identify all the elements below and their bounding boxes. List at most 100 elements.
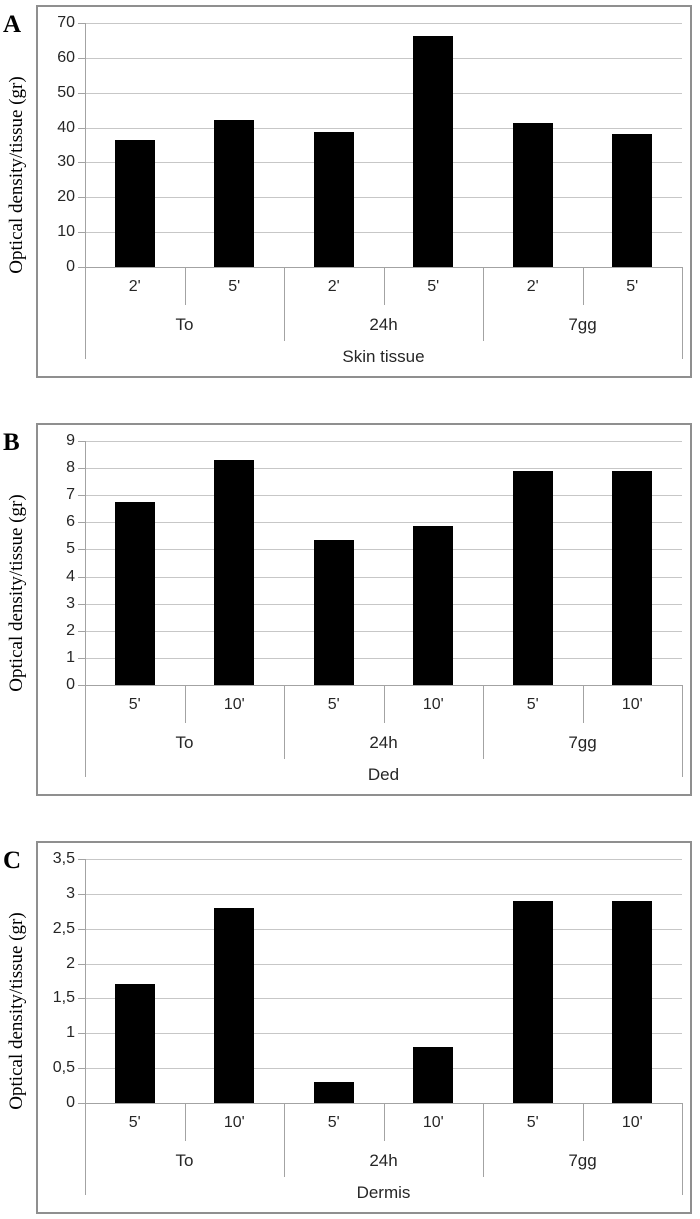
y-tick-label: 7 [66, 486, 75, 504]
y-tick-label: 0,5 [52, 1059, 75, 1077]
category-label: 10' [621, 696, 643, 713]
gridline [85, 92, 682, 94]
y-axis-tick-mark [78, 23, 85, 24]
group-label: 24h [369, 1151, 398, 1170]
bar [214, 459, 255, 685]
chart-frame-c: 3,5 3 2,5 2 1,5 1 0,5 0 5' 10' To 5' 10' 24h 5' 10' 7gg D… [36, 841, 692, 1214]
bar [313, 539, 354, 685]
y-axis-tick-mark [78, 630, 85, 632]
major-category-separator [284, 1103, 285, 1177]
x-axis-label: Skin tissue [342, 347, 425, 366]
category-label: 5' [128, 696, 141, 713]
y-tick-label: 0 [66, 676, 75, 693]
category-label: 10' [621, 1114, 643, 1131]
gridline [85, 576, 682, 578]
y-tick-label: 5 [66, 540, 75, 558]
gridline [85, 127, 682, 129]
bar [612, 470, 653, 685]
group-label: To [175, 733, 194, 752]
bar [413, 1047, 454, 1103]
category-boundary-line [682, 1103, 683, 1195]
category-label: 2' [128, 278, 141, 295]
group-label: 7gg [568, 315, 597, 334]
category-label: 5' [327, 696, 340, 713]
y-tick-label: 1 [66, 648, 75, 666]
gridline [85, 441, 682, 442]
category-label: 5' [228, 278, 241, 295]
major-category-separator [483, 685, 484, 759]
category-label: 10' [223, 696, 245, 713]
y-tick-label: 3,5 [52, 850, 75, 867]
minor-category-separator [383, 267, 385, 305]
y-axis-tick-mark [78, 1068, 85, 1070]
category-label: 5' [327, 1114, 340, 1131]
gridline [85, 522, 682, 524]
y-tick-label: 2 [66, 954, 75, 972]
y-tick-label: 8 [66, 459, 75, 477]
y-tick-label: 60 [57, 48, 75, 66]
gridline [85, 963, 682, 965]
y-axis-line [85, 23, 86, 359]
minor-category-separator [582, 1103, 584, 1141]
gridline [85, 603, 682, 605]
panel-letter: C [3, 847, 22, 874]
group-label: 24h [369, 733, 398, 752]
bar [214, 907, 255, 1103]
gridline [85, 928, 682, 930]
bar [114, 984, 155, 1103]
minor-category-separator [383, 685, 385, 723]
gridline [85, 57, 682, 59]
y-axis-tick-mark [78, 162, 85, 164]
y-axis-tick-mark [78, 576, 85, 578]
bar [114, 140, 155, 267]
y-axis-line [85, 441, 86, 777]
gridline [85, 1033, 682, 1035]
minor-category-separator [383, 1103, 385, 1141]
y-axis-tick-mark [78, 657, 85, 659]
gridline [85, 998, 682, 1000]
gridline [85, 23, 682, 24]
y-tick-label: 50 [57, 83, 75, 101]
y-tick-label: 20 [57, 188, 75, 206]
y-axis-tick-mark [78, 57, 85, 59]
y-axis-tick-mark [78, 495, 85, 497]
bar [512, 123, 553, 267]
group-label: 7gg [568, 1151, 597, 1170]
gridline [85, 495, 682, 497]
minor-category-separator [184, 685, 186, 723]
category-label: 10' [422, 696, 444, 713]
y-axis-title: Optical density/tissue (gr) [6, 912, 27, 1110]
y-axis-tick-mark [78, 549, 85, 551]
group-label: To [175, 315, 194, 334]
gridline [85, 893, 682, 895]
group-label: 24h [369, 315, 398, 334]
y-axis-line [85, 859, 86, 1195]
minor-category-separator [184, 1103, 186, 1141]
bar [413, 35, 454, 267]
y-axis-title: Optical density/tissue (gr) [6, 494, 27, 692]
y-tick-label: 9 [66, 432, 75, 449]
major-category-separator [284, 267, 285, 341]
y-axis-tick-mark [78, 603, 85, 605]
gridline [85, 1068, 682, 1070]
y-axis-tick-mark [78, 859, 85, 860]
y-axis-tick-mark [78, 127, 85, 129]
gridline [85, 630, 682, 632]
category-label: 5' [526, 1114, 539, 1131]
category-label: 5' [626, 278, 639, 295]
y-tick-label: 1 [66, 1024, 75, 1042]
y-tick-label: 4 [66, 567, 75, 585]
category-label: 5' [128, 1114, 141, 1131]
category-label: 5' [427, 278, 440, 295]
bar [313, 1082, 354, 1103]
y-tick-label: 70 [57, 14, 75, 31]
y-tick-label: 40 [57, 118, 75, 136]
bar [214, 119, 255, 267]
y-tick-label: 2 [66, 621, 75, 639]
category-label: 10' [422, 1114, 444, 1131]
panel-letter: B [3, 429, 20, 456]
gridline [85, 859, 682, 860]
group-label: 7gg [568, 733, 597, 752]
major-category-separator [284, 685, 285, 759]
